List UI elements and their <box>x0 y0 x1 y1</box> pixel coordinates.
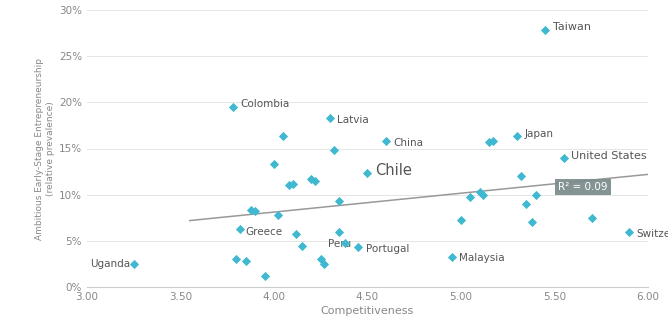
Point <box>250 209 261 214</box>
Point <box>587 215 597 220</box>
Text: China: China <box>393 138 424 148</box>
Text: United States: United States <box>571 151 647 161</box>
Point <box>259 273 270 279</box>
Point <box>512 134 522 139</box>
X-axis label: Competitiveness: Competitiveness <box>321 306 414 316</box>
Point <box>287 181 298 186</box>
Point <box>353 245 363 250</box>
Text: Peru: Peru <box>328 239 351 249</box>
Text: Portugal: Portugal <box>365 244 409 254</box>
Point <box>246 208 257 213</box>
Point <box>310 178 321 183</box>
Text: Chile: Chile <box>375 163 411 178</box>
Text: Uganda: Uganda <box>90 259 130 269</box>
Point <box>231 257 242 262</box>
Point <box>273 213 283 218</box>
Point <box>540 28 550 33</box>
Point <box>521 201 532 207</box>
Text: Greece: Greece <box>246 227 283 237</box>
Point <box>530 192 541 197</box>
Point <box>315 257 326 262</box>
Point <box>484 139 494 145</box>
Point <box>446 254 457 259</box>
Point <box>297 243 307 248</box>
Point <box>334 199 345 204</box>
Point <box>325 115 335 121</box>
Text: Japan: Japan <box>524 129 554 139</box>
Point <box>516 174 526 179</box>
Point <box>456 217 466 222</box>
Point <box>240 259 251 264</box>
Point <box>381 139 391 144</box>
Point <box>488 139 498 144</box>
Point <box>478 192 489 197</box>
Point <box>319 261 330 267</box>
Point <box>624 229 635 234</box>
Point <box>283 183 294 188</box>
Text: Colombia: Colombia <box>240 99 289 109</box>
Point <box>269 162 279 167</box>
Text: Taiwan: Taiwan <box>552 22 591 32</box>
Text: R² = 0.09: R² = 0.09 <box>558 182 608 192</box>
Point <box>329 148 339 153</box>
Point <box>362 170 373 175</box>
Text: Malaysia: Malaysia <box>459 253 505 263</box>
Point <box>339 240 350 246</box>
Y-axis label: Ambitious Early-Stage Entrepreneurship
(relative prevalence): Ambitious Early-Stage Entrepreneurship (… <box>35 57 55 240</box>
Text: Latvia: Latvia <box>337 115 369 125</box>
Point <box>291 232 302 237</box>
Point <box>465 194 476 199</box>
Point <box>526 220 537 225</box>
Point <box>334 229 345 234</box>
Text: Switzerland: Switzerland <box>637 228 668 239</box>
Point <box>128 261 139 267</box>
Point <box>306 176 317 182</box>
Point <box>278 134 289 139</box>
Point <box>558 155 569 160</box>
Point <box>474 189 485 195</box>
Point <box>227 104 238 110</box>
Point <box>235 226 246 232</box>
